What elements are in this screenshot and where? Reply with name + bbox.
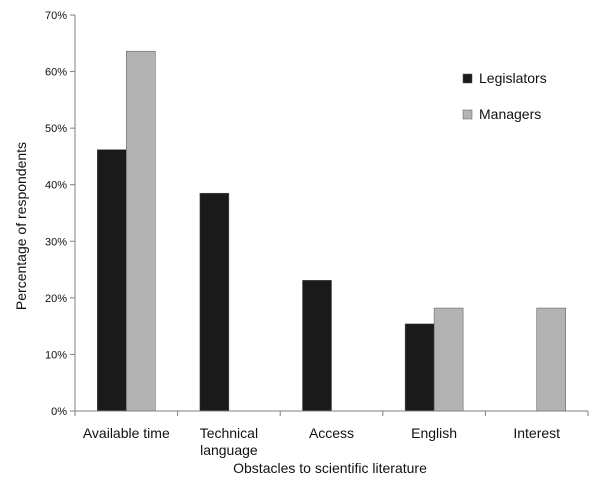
- x-tick-label: Technical language: [200, 425, 258, 458]
- y-axis-ticks: 0% 10% 20% 30% 40% 50% 60% 70%: [45, 10, 75, 418]
- bar-legislators-0: [97, 149, 127, 412]
- bar-legislators-2: [302, 280, 332, 412]
- y-tick-label: 60%: [45, 67, 67, 79]
- x-tick-label: English: [411, 425, 457, 441]
- bar-managers-3: [433, 307, 464, 412]
- legend: Legislators Managers: [462, 70, 547, 122]
- y-tick-label: 20%: [45, 293, 67, 305]
- x-tick-label: Available time: [83, 425, 170, 441]
- legend-label-managers: Managers: [479, 106, 541, 122]
- y-tick-label: 40%: [45, 180, 67, 192]
- legend-label-legislators: Legislators: [479, 70, 547, 86]
- x-axis-title: Obstacles to scientific literature: [233, 460, 427, 476]
- x-axis-tick-labels: Available time Technical language Access Eng…: [74, 411, 589, 458]
- y-tick-label: 10%: [45, 349, 67, 361]
- y-tick-label: 50%: [45, 123, 67, 135]
- legend-swatch-managers: [462, 109, 473, 120]
- y-axis-title: Percentage of respondents: [13, 142, 29, 310]
- bars: [97, 50, 566, 412]
- bar-legislators-3: [404, 323, 435, 412]
- y-tick-label: 70%: [45, 10, 67, 22]
- x-tick-label: Access: [309, 425, 354, 441]
- y-tick-label: 30%: [45, 236, 67, 248]
- y-tick-label: 0%: [51, 406, 67, 418]
- legend-swatch-legislators: [462, 73, 473, 84]
- bar-managers-4: [536, 307, 566, 412]
- x-tick-label: Interest: [513, 425, 560, 441]
- bar-legislators-1: [199, 192, 230, 412]
- bar-managers-0: [126, 50, 156, 412]
